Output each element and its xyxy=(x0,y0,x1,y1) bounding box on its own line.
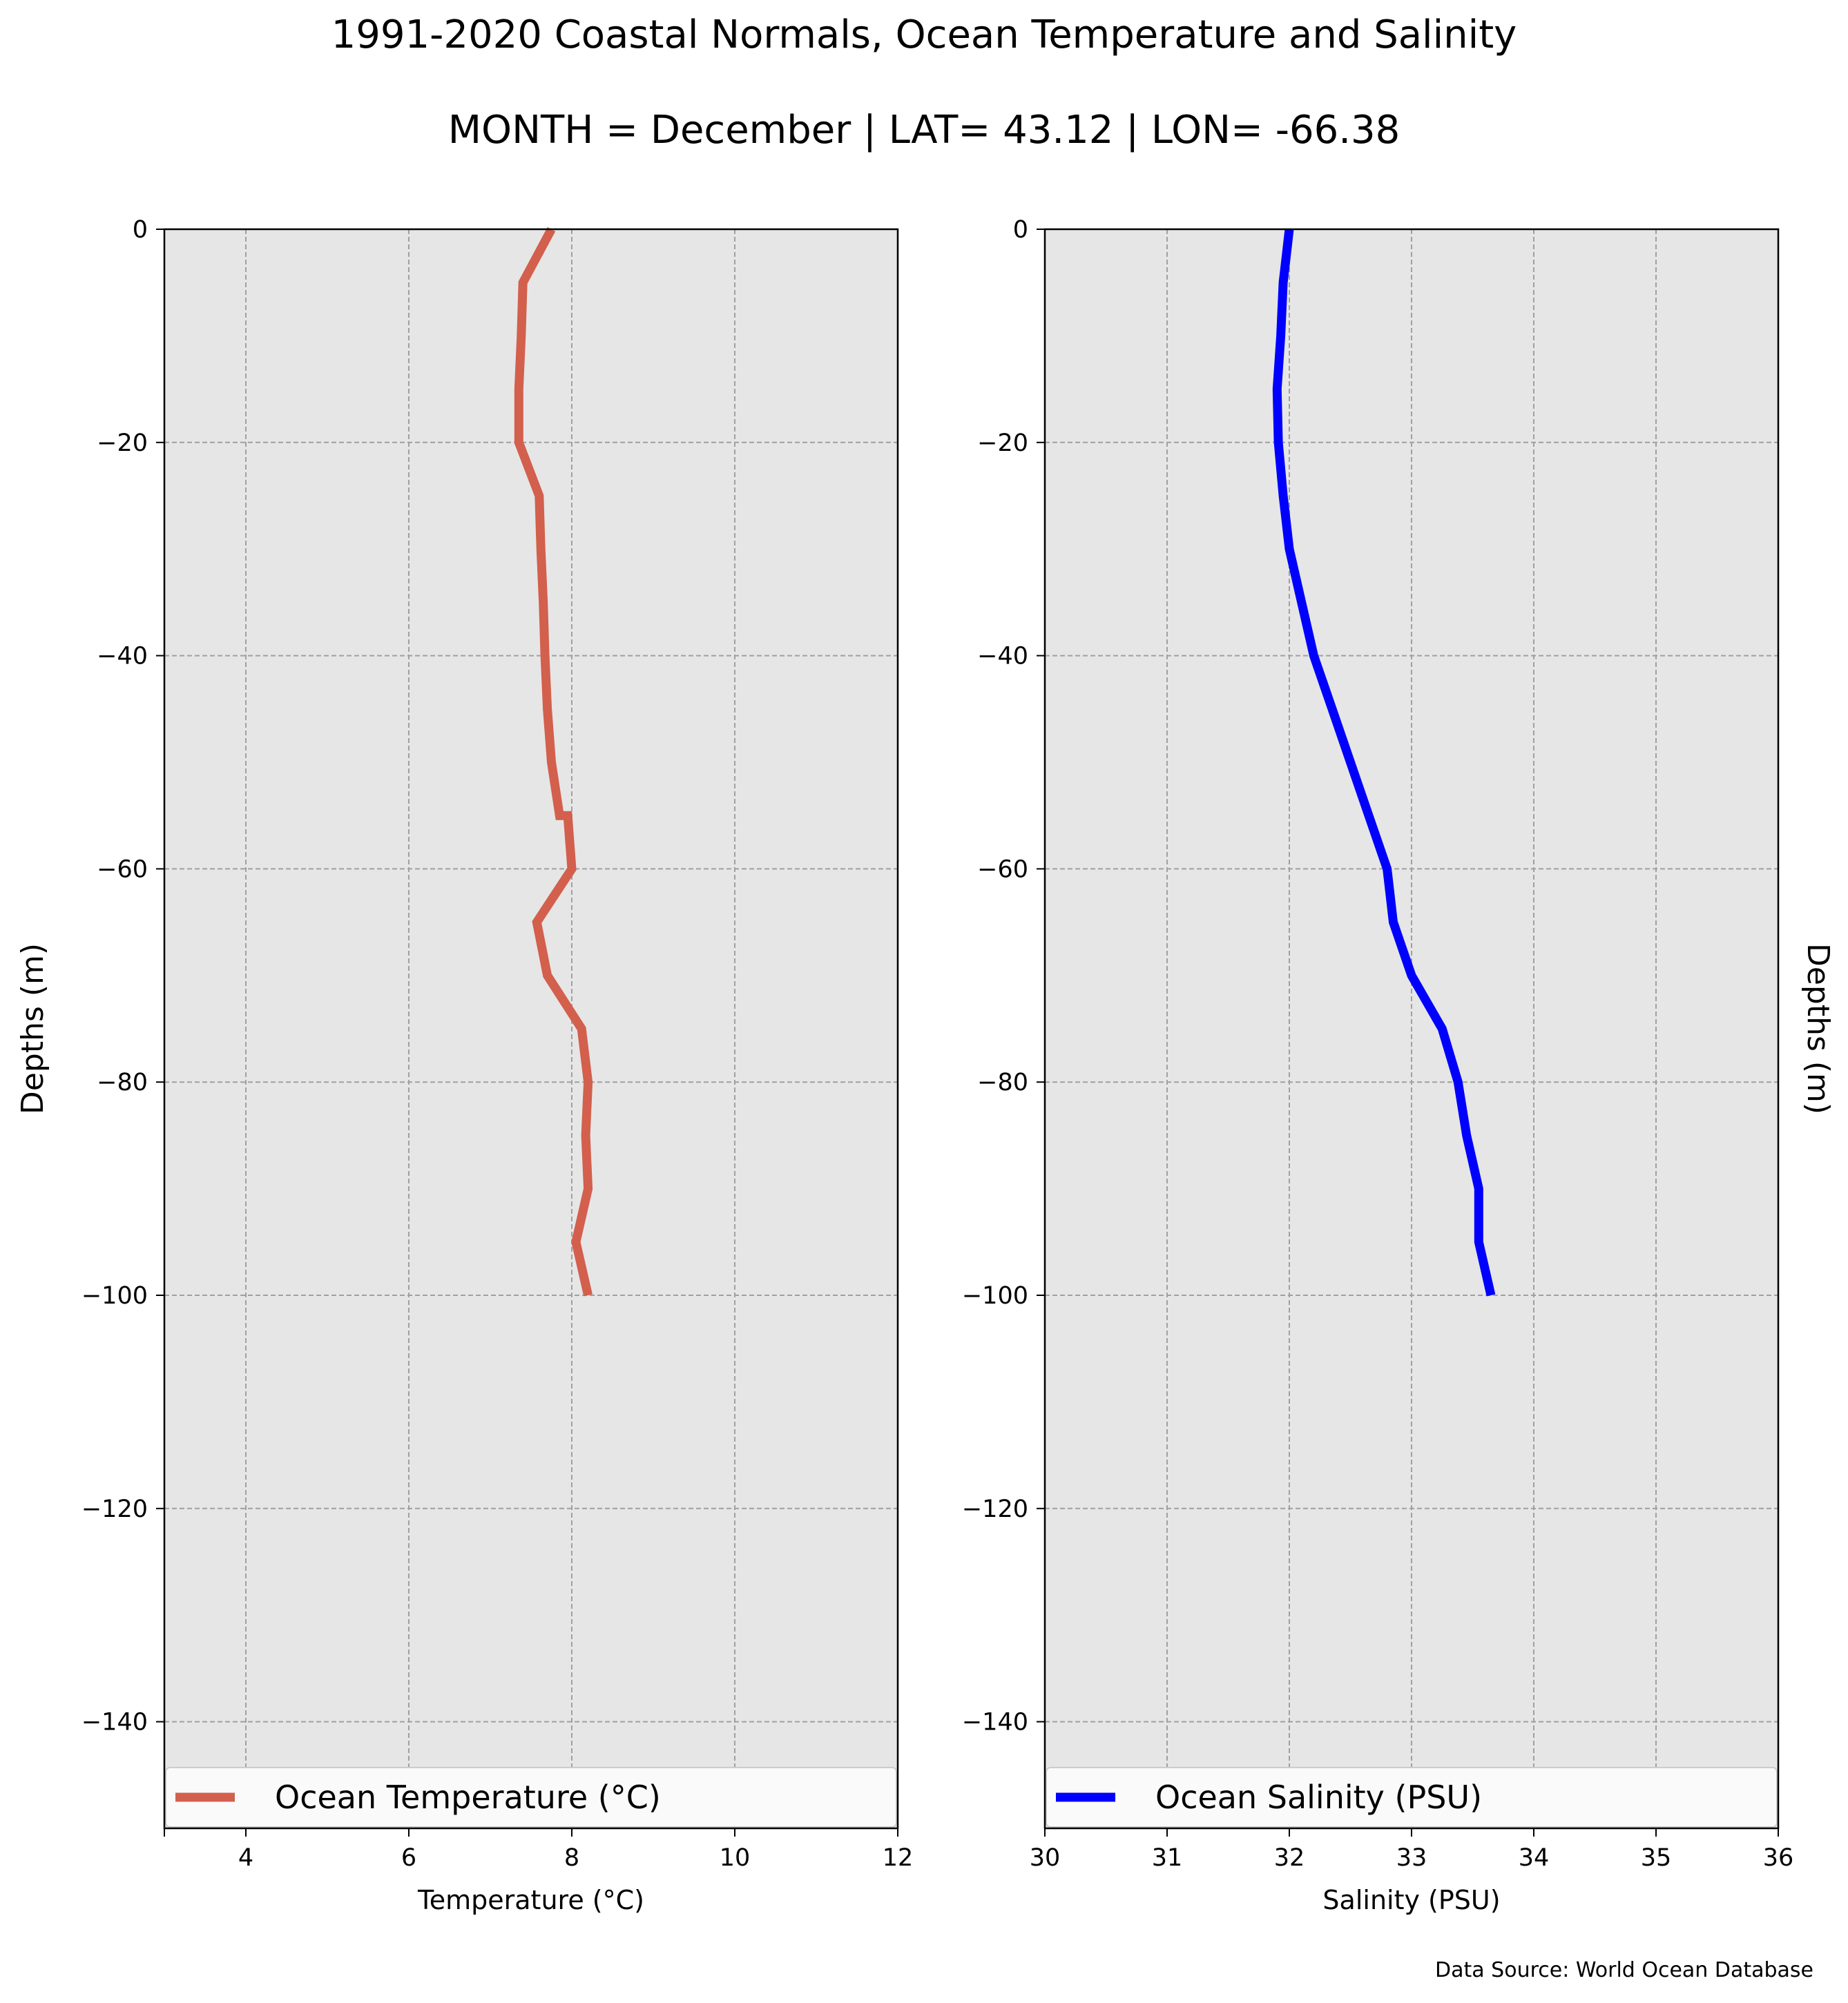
x-tick-label: 33 xyxy=(1396,1844,1427,1872)
y-tick-label: −60 xyxy=(977,855,1028,883)
x-tick-label: 4 xyxy=(238,1844,253,1872)
x-axis-label: Salinity (PSU) xyxy=(1322,1885,1500,1915)
y-axis-label: Depths (m) xyxy=(15,943,50,1114)
chart-title: 1991-2020 Coastal Normals, Ocean Tempera… xyxy=(331,12,1517,57)
series-line xyxy=(1272,229,1496,1297)
axes-frame xyxy=(163,228,899,1830)
y-tick-label: −140 xyxy=(81,1709,148,1736)
legend-label: Ocean Salinity (PSU) xyxy=(1155,1779,1482,1816)
legend-box xyxy=(1046,1767,1778,1828)
x-tick-label: 8 xyxy=(564,1844,579,1872)
x-axis-label: Temperature (°C) xyxy=(417,1885,644,1915)
x-tick-label: 6 xyxy=(401,1844,416,1872)
plot-background xyxy=(164,229,898,1828)
x-tick-label: 32 xyxy=(1274,1844,1305,1872)
y-tick-label: −100 xyxy=(962,1282,1028,1310)
x-tick-label: 35 xyxy=(1641,1844,1672,1872)
y-tick-label: −120 xyxy=(962,1496,1028,1523)
x-tick-label: 30 xyxy=(1030,1844,1061,1872)
y-tick-label: −120 xyxy=(81,1496,148,1523)
y-tick-label: −40 xyxy=(97,643,148,670)
y-tick-label: −80 xyxy=(977,1069,1028,1096)
y-tick-label: 0 xyxy=(133,216,148,244)
y-tick-label: −20 xyxy=(977,429,1028,457)
chart-subtitle: MONTH = December | LAT= 43.12 | LON= -66… xyxy=(447,108,1401,153)
y-tick-label: −80 xyxy=(97,1069,148,1096)
legend-box xyxy=(165,1767,897,1828)
x-tick-label: 31 xyxy=(1152,1844,1183,1872)
x-tick-label: 36 xyxy=(1763,1844,1794,1872)
y-tick-label: −100 xyxy=(81,1282,148,1310)
x-tick-label: 12 xyxy=(883,1844,914,1872)
y-tick-label: −20 xyxy=(97,429,148,457)
salinity-panel: Ocean Salinity (PSU) 30 31 32 33 34 35 36 0 −20 −4… xyxy=(962,216,1836,1915)
y-tick-label: −140 xyxy=(962,1709,1028,1736)
x-tick-label: 34 xyxy=(1519,1844,1550,1872)
x-tick-label: 10 xyxy=(720,1844,751,1872)
series-line xyxy=(514,226,593,1297)
y-tick-label: 0 xyxy=(1013,216,1028,244)
legend-label: Ocean Temperature (°C) xyxy=(275,1779,661,1816)
y-tick-label: −60 xyxy=(97,855,148,883)
data-source-note: Data Source: World Ocean Database xyxy=(1435,1958,1813,1982)
temperature-panel: Ocean Temperature (°C) 4 6 8 10 12 0 −20 −40 −60 −… xyxy=(15,216,913,1915)
y-axis-label: Depths (m) xyxy=(1800,943,1836,1114)
y-tick-label: −40 xyxy=(977,643,1028,670)
